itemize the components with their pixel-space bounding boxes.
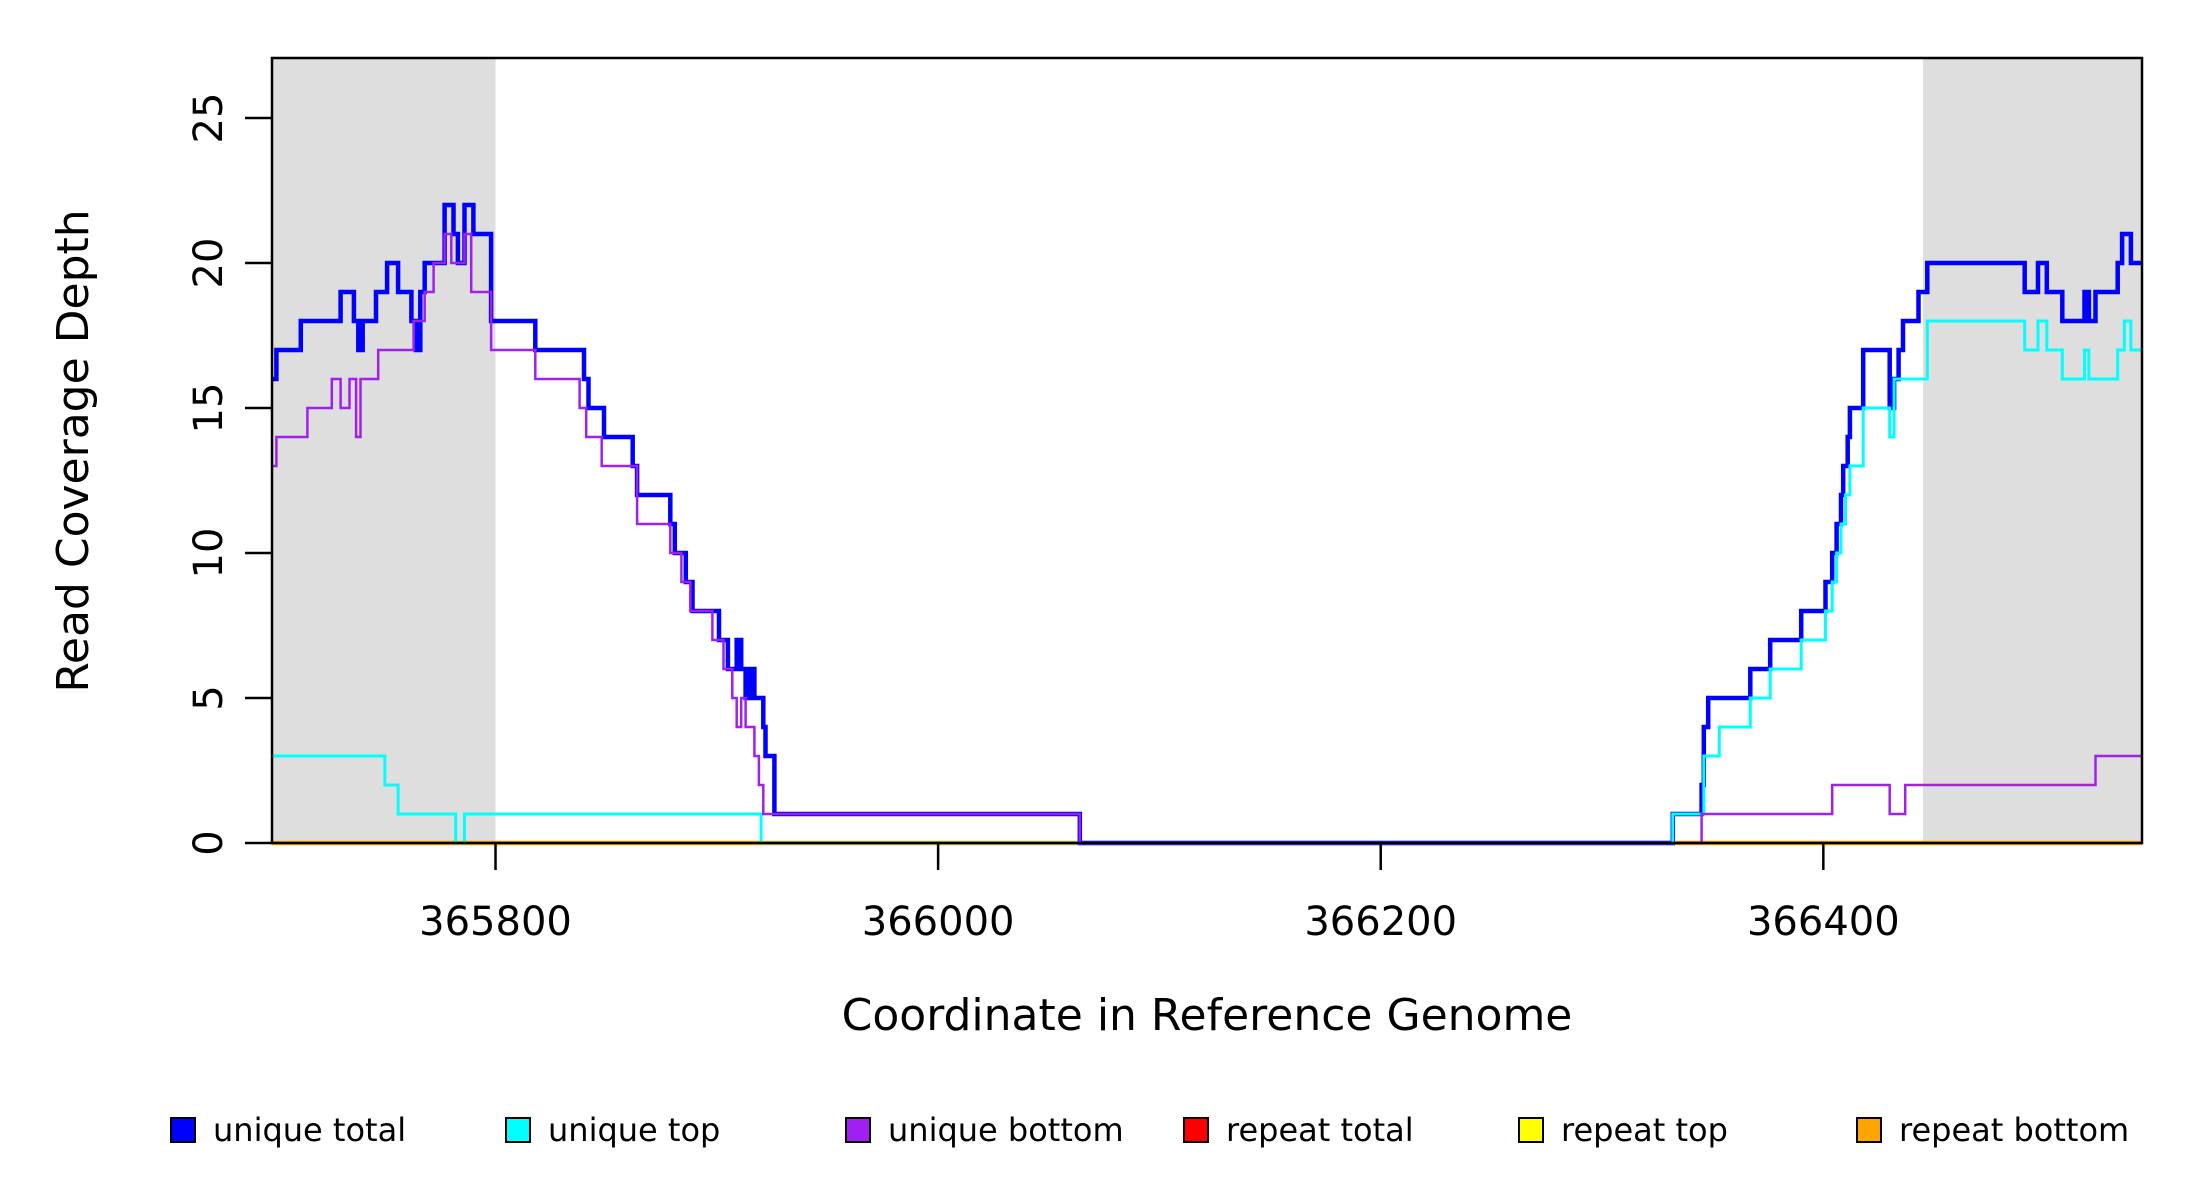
y-tick-label: 25 <box>186 93 232 144</box>
legend-item-unique-bottom: unique bottom <box>845 1108 1124 1152</box>
x-tick-label: 366200 <box>1304 899 1457 945</box>
legend-swatch-icon <box>845 1117 871 1143</box>
legend-item-unique-top: unique top <box>505 1108 720 1152</box>
x-tick-label: 365800 <box>419 899 572 945</box>
legend-swatch-icon <box>1856 1117 1882 1143</box>
legend-label: unique bottom <box>888 1111 1124 1149</box>
y-tick-label: 20 <box>186 238 232 289</box>
y-tick-label: 10 <box>186 528 232 579</box>
legend-item-repeat-bottom: repeat bottom <box>1856 1108 2129 1152</box>
series-line-unique-bottom <box>272 232 2142 845</box>
coverage-depth-chart: 365800 366000 366200 366400 0 5 10 15 20 25 Coordi… <box>48 56 2144 1041</box>
legend-swatch-icon <box>1183 1117 1209 1143</box>
legend-label: unique total <box>213 1111 407 1149</box>
y-tick-label: 0 <box>186 830 232 855</box>
right-gray-band <box>1922 58 2142 843</box>
legend-item-repeat-total: repeat total <box>1183 1108 1414 1152</box>
chart-legend: unique total unique top unique bottom repea… <box>0 1108 2200 1158</box>
y-axis-title: Read Coverage Depth <box>48 209 99 692</box>
legend-swatch-icon <box>1518 1117 1544 1143</box>
y-tick-label: 5 <box>186 685 232 710</box>
legend-label: repeat top <box>1561 1111 1728 1149</box>
legend-swatch-icon <box>170 1117 196 1143</box>
legend-swatch-icon <box>505 1117 531 1143</box>
legend-label: repeat total <box>1226 1111 1414 1149</box>
left-gray-band <box>272 58 496 843</box>
plot-border <box>270 56 2144 845</box>
legend-item-repeat-top: repeat top <box>1518 1108 1728 1152</box>
legend-label: repeat bottom <box>1899 1111 2130 1149</box>
x-tick-label: 366000 <box>862 899 1015 945</box>
y-tick-label: 15 <box>186 383 232 434</box>
x-axis-title: Coordinate in Reference Genome <box>842 990 1573 1041</box>
legend-label: unique top <box>548 1111 721 1149</box>
series-line-unique-total <box>272 202 2142 846</box>
legend-item-unique-total: unique total <box>170 1108 406 1152</box>
x-tick-label: 366400 <box>1747 899 1900 945</box>
